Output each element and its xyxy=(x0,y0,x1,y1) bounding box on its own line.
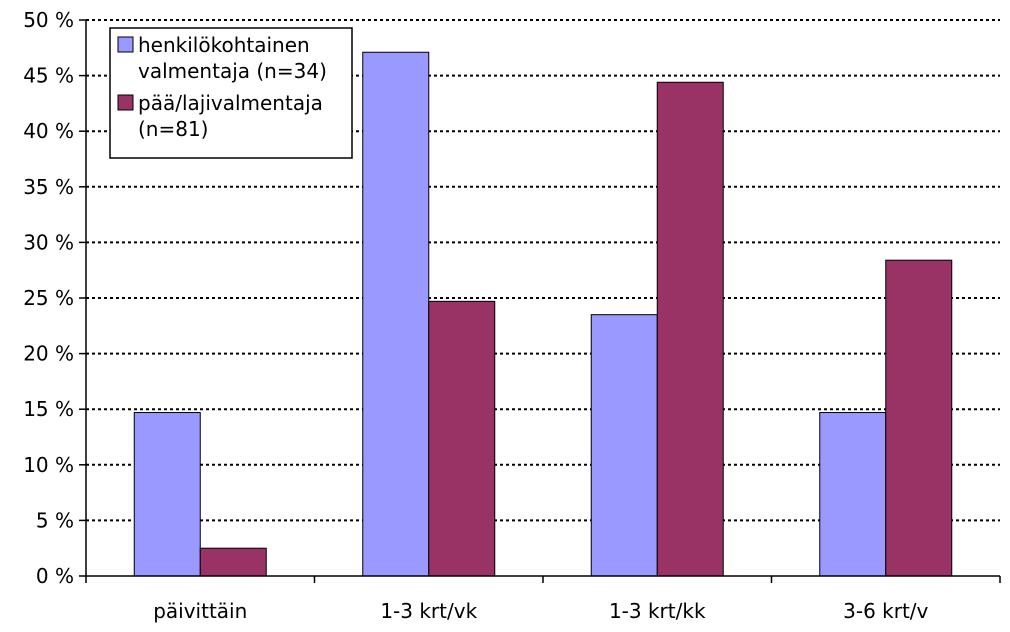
bar-henkilokohtainen xyxy=(362,51,430,577)
axes xyxy=(79,19,1001,583)
legend-box xyxy=(109,27,353,159)
bar-paa-lajivalmentaja xyxy=(428,300,496,577)
y-tick-label: 20 % xyxy=(23,342,74,366)
bar-paa-lajivalmentaja xyxy=(656,81,724,577)
y-tick-label: 0 % xyxy=(36,564,74,588)
bar-paa-lajivalmentaja xyxy=(199,547,267,577)
y-tick-label: 30 % xyxy=(23,230,74,254)
x-tick-label: 3-6 krt/v xyxy=(843,599,928,623)
y-tick-labels: 0 % 5 % 10 % 15 % 20 % 25 % 30 % 35 % 40 % 45 % 50… xyxy=(23,8,74,588)
bar-henkilokohtainen xyxy=(590,314,658,577)
y-tick-label: 50 % xyxy=(23,8,74,32)
bar-henkilokohtainen xyxy=(819,412,887,577)
x-tick-label: 1-3 krt/vk xyxy=(380,599,477,623)
y-tick-label: 45 % xyxy=(23,64,74,88)
legend-label: valmentaja (n=34) xyxy=(138,59,327,83)
y-tick-label: 5 % xyxy=(36,508,74,532)
y-tick-label: 40 % xyxy=(23,119,74,143)
x-tick-labels: päivittäin 1-3 krt/vk 1-3 krt/kk 3-6 krt/v xyxy=(153,599,928,623)
bar-paa-lajivalmentaja xyxy=(885,259,953,577)
y-tick-label: 35 % xyxy=(23,175,74,199)
legend-label: pää/lajivalmentaja xyxy=(138,91,323,115)
y-tick-label: 25 % xyxy=(23,286,74,310)
legend-label: henkilökohtainen xyxy=(138,33,310,57)
bars xyxy=(133,51,953,577)
bar-henkilokohtainen xyxy=(133,412,201,577)
x-tick-label: 1-3 krt/kk xyxy=(609,599,706,623)
x-tick-label: päivittäin xyxy=(153,599,247,623)
legend-swatch xyxy=(117,36,134,53)
legend-label: (n=81) xyxy=(138,117,209,141)
legend-swatch xyxy=(117,94,134,111)
y-tick-label: 10 % xyxy=(23,453,74,477)
y-tick-label: 15 % xyxy=(23,397,74,421)
